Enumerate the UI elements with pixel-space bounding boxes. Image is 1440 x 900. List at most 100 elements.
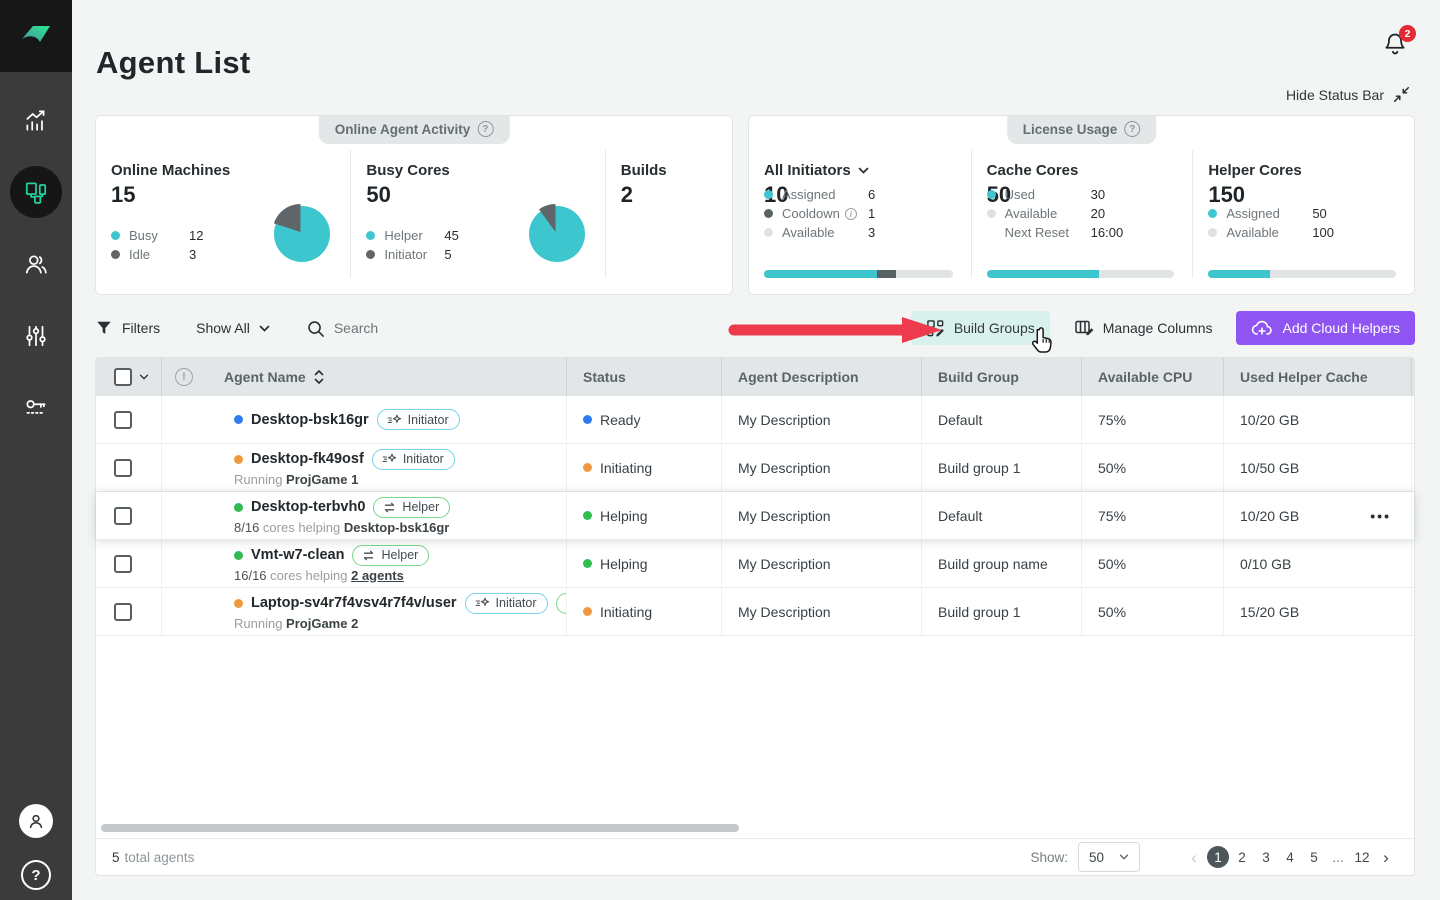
used-cache-cell: 10/20 GB •••	[1223, 492, 1411, 539]
help-circle-icon[interactable]: ?	[1124, 121, 1141, 137]
table-row[interactable]: Desktop-bsk16gr Initiator Ready My Descript…	[96, 396, 1414, 444]
build-groups-button[interactable]: Build Groups	[910, 311, 1050, 345]
row-checkbox[interactable]	[114, 506, 132, 525]
legend-item: Available 20	[986, 204, 1124, 223]
agent-status-dot	[234, 598, 243, 608]
legend-item: Helper 45	[366, 226, 459, 245]
helping-agents-link[interactable]: 2 agents	[351, 567, 404, 583]
busy-cores-pie-chart	[527, 204, 585, 262]
sidebar-item-settings[interactable]	[10, 310, 62, 362]
description-cell: My Description	[721, 492, 921, 539]
question-mark-icon: ?	[31, 866, 41, 884]
agent-name: Desktop-terbvh0	[251, 499, 366, 515]
page-button[interactable]: 12	[1354, 849, 1370, 865]
status-cell: Ready	[566, 396, 721, 443]
page-button[interactable]: 4	[1286, 849, 1294, 865]
table-header: ! Agent Name Status Agent Description Bu…	[96, 358, 1414, 396]
page-button[interactable]: 3	[1262, 849, 1270, 865]
status-dot	[583, 511, 592, 520]
help-circle-icon[interactable]: ?	[477, 121, 494, 137]
build-group-cell: Build group 1	[921, 588, 1081, 635]
legend-dot	[111, 231, 120, 240]
add-cloud-helpers-button[interactable]: Add Cloud Helpers	[1236, 311, 1415, 345]
stat-value: 15	[111, 182, 136, 207]
sort-icon[interactable]	[314, 370, 324, 384]
table-row[interactable]: Laptop-sv4r7f4vsv4r7f4v/user Initiator Hel…	[96, 588, 1414, 636]
column-header-status[interactable]: Status	[566, 358, 721, 396]
activity-panel-title: Online Agent Activity ?	[318, 116, 510, 144]
select-dropdown-chevron-icon[interactable]	[139, 374, 149, 380]
row-checkbox[interactable]	[114, 554, 132, 573]
hide-status-bar-toggle[interactable]: Hide Status Bar	[1286, 86, 1410, 103]
page-button[interactable]: 2	[1238, 849, 1246, 865]
license-usage-panel: License Usage ? All Initiators 10 Assign…	[748, 115, 1415, 295]
sidebar-item-licenses[interactable]	[10, 382, 62, 434]
legend-dot	[1208, 228, 1218, 237]
agent-name: Desktop-bsk16gr	[251, 411, 369, 428]
stat-all-initiators: All Initiators 10 Assigned 6 Cooldown i	[749, 150, 971, 278]
available-cpu-cell: 50%	[1081, 588, 1223, 635]
users-icon	[25, 255, 47, 274]
agent-name: Laptop-sv4r7f4vsv4r7f4v/user	[251, 595, 457, 611]
table-body: Desktop-bsk16gr Initiator Ready My Descript…	[96, 396, 1414, 636]
stat-value: 2	[620, 182, 634, 207]
page-button[interactable]: 1	[1207, 846, 1229, 868]
table-row[interactable]: Desktop-fk49osf Initiator Running ProjGame…	[96, 444, 1414, 492]
helper-badge-icon	[364, 550, 374, 560]
column-header-cache[interactable]: Used Helper Cache	[1223, 358, 1411, 396]
table-row[interactable]: Vmt-w7-clean Helper 16/16 cores helping 2 …	[96, 540, 1414, 588]
row-checkbox[interactable]	[114, 602, 132, 621]
total-agents-count: 5	[112, 849, 120, 865]
sidebar-item-users[interactable]	[10, 238, 62, 290]
column-header-agent-name[interactable]: Agent Name	[206, 358, 566, 396]
search-input[interactable]: Search	[306, 319, 378, 338]
next-page-button[interactable]: ›	[1383, 847, 1389, 867]
helper-badge-icon	[385, 502, 395, 512]
page-button[interactable]: 5	[1310, 849, 1318, 865]
horizontal-scrollbar[interactable]	[101, 824, 739, 832]
alerts-column-icon: !	[175, 368, 193, 386]
legend-dot	[764, 228, 773, 237]
license-key-icon	[26, 400, 46, 414]
manage-columns-button[interactable]: Manage Columns	[1072, 311, 1215, 345]
avatar[interactable]	[19, 804, 53, 838]
row-actions-menu[interactable]: •••	[1370, 507, 1391, 524]
helper-badge: Helper	[352, 544, 430, 566]
collapse-icon	[1393, 86, 1410, 103]
online-agent-activity-panel: Online Agent Activity ? Online Machines …	[95, 115, 733, 295]
sidebar-item-agents[interactable]	[10, 166, 62, 218]
used-cache-cell: 0/10 GB	[1223, 540, 1411, 587]
column-header-description[interactable]: Agent Description	[721, 358, 921, 396]
chevron-down-icon[interactable]	[858, 167, 869, 174]
prev-page-button[interactable]: ‹	[1191, 847, 1197, 867]
table-row[interactable]: Desktop-terbvh0 Helper 8/16 cores helping …	[96, 492, 1414, 540]
help-button[interactable]: ?	[21, 860, 51, 890]
build-group-cell: Build group name	[921, 540, 1081, 587]
legend-item: Idle 3	[111, 245, 203, 264]
filters-button[interactable]: Filters	[95, 319, 160, 337]
row-checkbox[interactable]	[114, 410, 132, 429]
column-header-build-group[interactable]: Build Group	[921, 358, 1081, 396]
sidebar-item-dashboard[interactable]	[10, 94, 62, 146]
select-all-checkbox[interactable]	[114, 368, 132, 386]
hide-status-bar-label: Hide Status Bar	[1285, 86, 1384, 103]
column-header-cpu[interactable]: Available CPU	[1081, 358, 1223, 396]
online-machines-pie-chart	[272, 204, 331, 262]
build-group-cell: Default	[921, 396, 1081, 443]
status-cell: Helping	[566, 540, 721, 587]
status-label: Initiating	[600, 603, 653, 620]
page-size-select[interactable]: 50	[1078, 842, 1140, 872]
status-cell: Helping	[566, 492, 721, 539]
build-group-cell: Build group 1	[921, 444, 1081, 491]
description-cell: My Description	[721, 444, 921, 491]
available-cpu-cell: 50%	[1081, 540, 1223, 587]
main-content: Agent List 2 Hide Status Bar Online Agen…	[72, 0, 1440, 900]
agent-status-dot	[234, 502, 243, 512]
search-icon	[308, 320, 324, 337]
app-logo	[0, 0, 72, 72]
show-filter-dropdown[interactable]: Show All	[196, 320, 270, 336]
notifications-button[interactable]: 2	[1382, 25, 1416, 62]
row-checkbox[interactable]	[114, 458, 132, 477]
initiator-badge-icon	[387, 414, 401, 423]
available-cpu-cell: 75%	[1081, 396, 1223, 443]
